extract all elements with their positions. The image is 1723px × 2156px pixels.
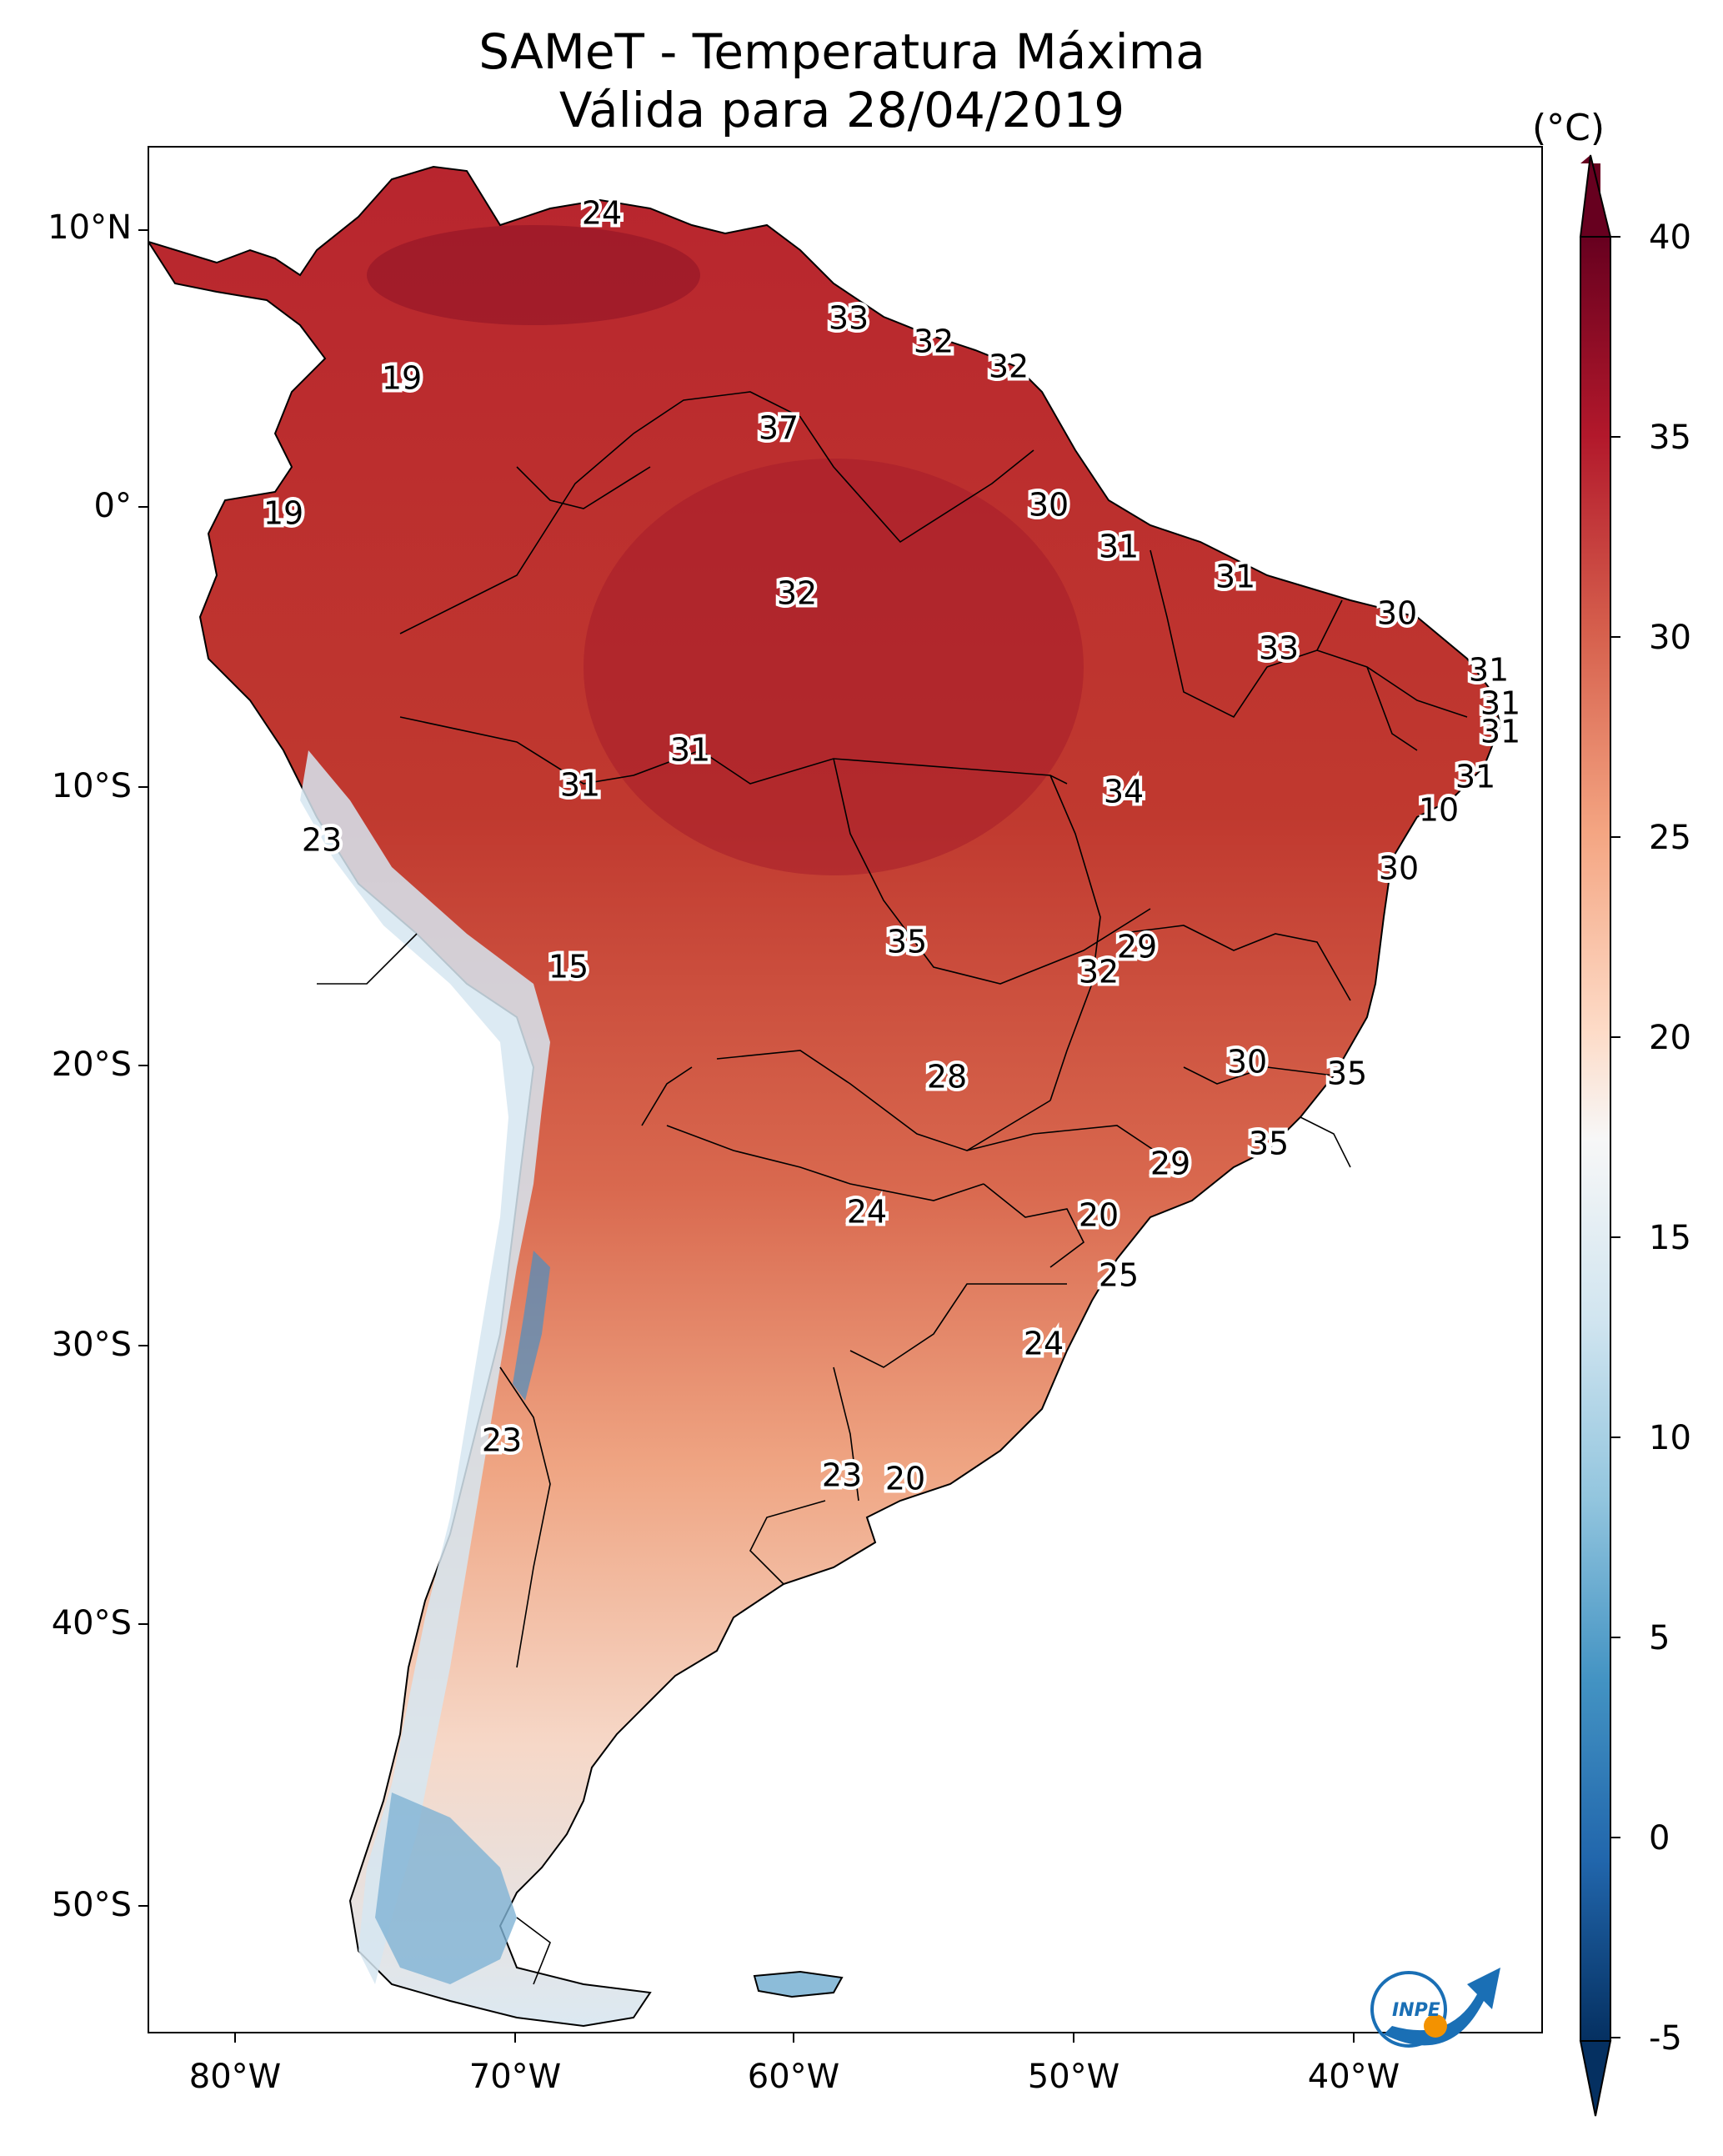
station-value-label: 31 bbox=[1215, 559, 1255, 595]
latitude-label: 40°S bbox=[51, 1604, 132, 1642]
station-value-label: 32 bbox=[989, 348, 1029, 385]
station-value-label: 24 bbox=[582, 195, 622, 232]
station-value-label: 37 bbox=[759, 410, 799, 447]
station-value-label: 30 bbox=[1377, 595, 1417, 632]
station-value-label: 29 bbox=[1150, 1146, 1190, 1182]
station-value-label: 33 bbox=[829, 300, 869, 337]
station-value-label: 23 bbox=[822, 1457, 862, 1494]
latitude-label: 10°S bbox=[51, 767, 132, 805]
station-value-label: 19 bbox=[382, 360, 422, 397]
station-value-label: 32 bbox=[914, 323, 954, 360]
political-borders bbox=[317, 391, 1468, 1985]
north-hot-region bbox=[367, 225, 700, 325]
colorbar-tick-label: 35 bbox=[1649, 419, 1691, 457]
longitude-label: 40°W bbox=[1307, 2058, 1400, 2096]
colorbar-ticks bbox=[1610, 236, 1620, 2038]
station-value-label: 32 bbox=[777, 575, 817, 612]
station-value-label: 30 bbox=[1029, 487, 1069, 524]
colorbar-tick-label: 20 bbox=[1649, 1019, 1691, 1057]
colorbar-bottom-arrow bbox=[1579, 2040, 1612, 2117]
longitude-label: 70°W bbox=[468, 2058, 562, 2096]
station-value-label: 24 bbox=[1024, 1326, 1064, 1362]
latitude-label: 0° bbox=[93, 487, 132, 525]
station-value-label: 35 bbox=[1327, 1055, 1367, 1092]
station-value-label: 23 bbox=[302, 822, 342, 859]
map-axis-ticks bbox=[138, 229, 1355, 2043]
station-value-label: 25 bbox=[1099, 1257, 1139, 1294]
station-value-label: 35 bbox=[1249, 1126, 1289, 1162]
station-value-label: 30 bbox=[1227, 1044, 1267, 1081]
station-value-label: 20 bbox=[885, 1461, 925, 1497]
latitude-label: 50°S bbox=[51, 1886, 132, 1924]
colorbar-tick-label: -5 bbox=[1649, 2019, 1682, 2058]
station-value-label: 15 bbox=[548, 949, 589, 985]
colorbar-tick-label: 0 bbox=[1649, 1819, 1670, 1858]
station-values: 24 33 32 32 19 37 19 30 31 32 31 30 33 3… bbox=[260, 192, 1524, 1501]
latitude-label: 30°S bbox=[51, 1326, 132, 1364]
station-value-label: 10 bbox=[1419, 792, 1459, 829]
colorbar-tick-label: 40 bbox=[1649, 218, 1691, 257]
station-value-label: 28 bbox=[927, 1059, 967, 1096]
station-value-label: 34 bbox=[1104, 774, 1144, 810]
station-value-label: 31 bbox=[1480, 714, 1520, 750]
colorbar-tick-label: 25 bbox=[1649, 819, 1691, 857]
station-value-label: 31 bbox=[560, 767, 600, 804]
latitude-label: 10°N bbox=[48, 208, 132, 247]
map-title-line2: Válida para 28/04/2019 bbox=[558, 82, 1125, 138]
station-value-label: 32 bbox=[1079, 954, 1119, 990]
colorbar-tick-label: 15 bbox=[1649, 1219, 1691, 1257]
andes-blue-streak bbox=[513, 1251, 550, 1401]
colorbar-unit: (°C) bbox=[1532, 107, 1605, 149]
longitude-label: 80°W bbox=[188, 2058, 282, 2096]
colorbar-tick-label: 30 bbox=[1649, 619, 1691, 657]
longitude-label: 60°W bbox=[747, 2058, 840, 2096]
station-value-label: 20 bbox=[1079, 1197, 1119, 1234]
hot-core-region bbox=[584, 459, 1084, 875]
colorbar-tick-label: 5 bbox=[1649, 1619, 1670, 1657]
station-value-label: 30 bbox=[1379, 850, 1419, 887]
colorbar bbox=[1580, 236, 1611, 2042]
station-value-label: 31 bbox=[1469, 652, 1509, 689]
station-value-label: 33 bbox=[1259, 630, 1299, 667]
colorbar-tick-label: 10 bbox=[1649, 1419, 1691, 1457]
station-value-label: 23 bbox=[482, 1422, 522, 1459]
station-value-label: 31 bbox=[670, 732, 710, 769]
longitude-label: 50°W bbox=[1027, 2058, 1120, 2096]
station-value-label: 31 bbox=[1099, 529, 1139, 565]
inpe-logo-text: INPE bbox=[1392, 2000, 1440, 2021]
station-value-label: 19 bbox=[263, 495, 303, 532]
latitude-label: 20°S bbox=[51, 1045, 132, 1084]
station-value-label: 31 bbox=[1455, 759, 1495, 795]
patagonia-blue-patch bbox=[375, 1792, 517, 1984]
station-value-label: 35 bbox=[887, 924, 927, 960]
station-value-label: 24 bbox=[847, 1194, 887, 1231]
station-value-label: 31 bbox=[1480, 685, 1520, 722]
station-value-label: 29 bbox=[1117, 929, 1157, 965]
inpe-logo: INPE bbox=[1370, 1968, 1500, 2048]
map-title-line1: SAMeT - Temperatura Máxima bbox=[478, 23, 1205, 80]
falkland-islands bbox=[753, 1970, 844, 1998]
